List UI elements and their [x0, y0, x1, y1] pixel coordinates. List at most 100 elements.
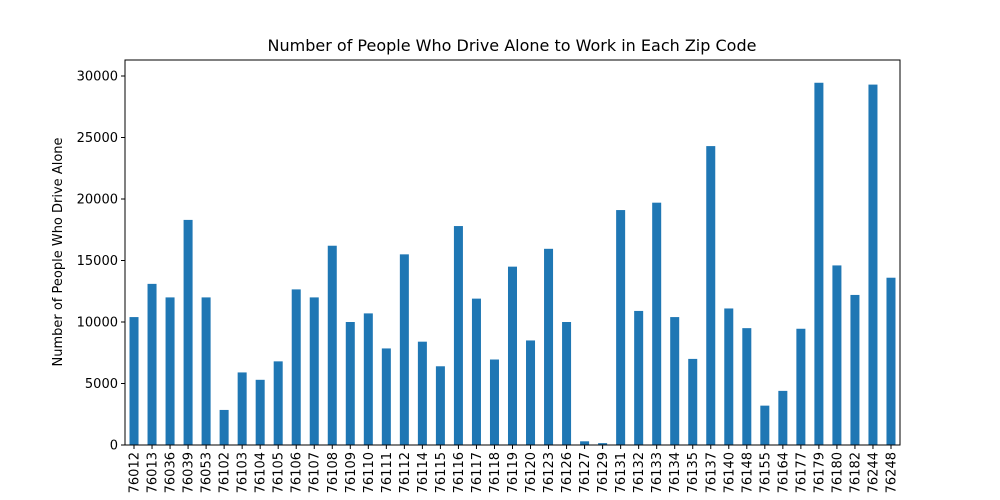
bar-76140	[724, 308, 734, 445]
x-tick-label: 76110	[362, 452, 377, 493]
x-tick-label: 76108	[326, 452, 341, 493]
bar-76126	[562, 322, 572, 445]
bar-76105	[273, 361, 283, 445]
y-tick-label: 30000	[77, 69, 118, 84]
x-tick-label: 76182	[848, 452, 863, 493]
x-tick-label: 76248	[884, 452, 899, 493]
x-tick-label: 76102	[218, 452, 233, 493]
bar-76131	[616, 210, 626, 445]
y-ticks-group: 0 5000 10000 15000 20000 25000 30000	[77, 69, 125, 454]
bar-76112	[399, 254, 409, 445]
bar-76053	[201, 297, 211, 445]
x-tick-label: 76012	[128, 452, 143, 493]
x-tick-label: 76105	[272, 452, 287, 493]
bar-76111	[381, 348, 391, 445]
bar-76248	[886, 277, 896, 445]
bar-76110	[363, 313, 373, 445]
x-tick-label: 76123	[542, 452, 557, 493]
x-tick-label: 76129	[596, 452, 611, 493]
x-tick-label: 76116	[452, 452, 467, 493]
bar-76012	[129, 317, 139, 445]
x-tick-label: 76131	[614, 452, 629, 493]
x-tick-label: 76155	[758, 452, 773, 493]
x-tick-label: 76140	[722, 452, 737, 493]
bar-76127	[580, 441, 590, 445]
y-tick-label: 10000	[77, 315, 118, 330]
chart-title: Number of People Who Drive Alone to Work…	[268, 36, 757, 55]
x-tick-label: 76119	[506, 452, 521, 493]
bar-76180	[832, 265, 842, 445]
bar-76155	[760, 405, 770, 445]
bar-76115	[435, 366, 445, 445]
y-axis-label: Number of People Who Drive Alone	[51, 137, 66, 366]
x-tick-label: 76112	[398, 452, 413, 493]
bar-76134	[670, 317, 680, 445]
bar-76102	[219, 409, 229, 445]
x-tick-label: 76180	[830, 452, 845, 493]
x-tick-label: 76120	[524, 452, 539, 493]
bar-76109	[345, 322, 355, 445]
bar-76116	[453, 226, 463, 445]
x-tick-label: 76135	[686, 452, 701, 493]
bar-76123	[544, 248, 554, 445]
x-tick-label: 76111	[380, 452, 395, 493]
bar-76164	[778, 390, 788, 445]
bars-group	[129, 82, 896, 445]
bar-76148	[742, 328, 752, 445]
bar-76120	[526, 340, 536, 445]
bar-76179	[814, 82, 824, 445]
x-tick-label: 76106	[290, 452, 305, 493]
bar-76135	[688, 358, 698, 445]
x-tick-label: 76036	[164, 452, 179, 493]
plot-frame	[124, 59, 901, 446]
x-tick-label: 76107	[308, 452, 323, 493]
y-tick-label: 0	[110, 439, 118, 454]
bar-76108	[327, 245, 337, 445]
y-tick-label: 15000	[77, 254, 118, 269]
bar-76104	[255, 379, 265, 445]
bar-76129	[598, 443, 608, 445]
bar-76244	[868, 84, 878, 445]
x-tick-label: 76117	[470, 452, 485, 493]
bar-76177	[796, 328, 806, 445]
x-tick-label: 76177	[794, 452, 809, 493]
x-tick-label: 76137	[704, 452, 719, 493]
x-tick-label: 76127	[578, 452, 593, 493]
bar-76106	[291, 289, 301, 445]
y-tick-label: 20000	[77, 192, 118, 207]
x-tick-label: 76118	[488, 452, 503, 493]
bar-76036	[165, 297, 175, 445]
x-tick-label: 76133	[650, 452, 665, 493]
y-tick-label: 5000	[85, 377, 118, 392]
bar-76114	[417, 341, 427, 445]
x-tick-label: 76126	[560, 452, 575, 493]
bar-76103	[237, 372, 247, 445]
x-tick-label: 76039	[182, 452, 197, 493]
bar-76118	[489, 359, 499, 445]
bar-76119	[507, 266, 517, 445]
x-tick-label: 76132	[632, 452, 647, 493]
bar-76182	[850, 294, 860, 445]
bar-76107	[309, 297, 319, 445]
x-tick-label: 76109	[344, 452, 359, 493]
bar-76039	[183, 219, 193, 445]
x-tick-label: 76244	[866, 452, 881, 493]
bar-76137	[706, 146, 716, 445]
bar-76117	[471, 298, 481, 445]
bar-76132	[634, 310, 644, 445]
x-tick-label: 76053	[200, 452, 215, 493]
bar-76013	[147, 283, 157, 445]
x-tick-label: 76104	[254, 452, 269, 493]
x-tick-label: 76134	[668, 452, 683, 493]
x-tick-label: 76164	[776, 452, 791, 493]
y-tick-label: 25000	[77, 131, 118, 146]
x-tick-label: 76114	[416, 452, 431, 493]
bar-76133	[652, 202, 662, 445]
x-ticks-group: 76012 76013 76036 76039 76053 76102 76103 76104…	[128, 445, 899, 493]
x-tick-label: 76179	[812, 452, 827, 493]
x-tick-label: 76115	[434, 452, 449, 493]
x-tick-label: 76148	[740, 452, 755, 493]
x-tick-label: 76103	[236, 452, 251, 493]
